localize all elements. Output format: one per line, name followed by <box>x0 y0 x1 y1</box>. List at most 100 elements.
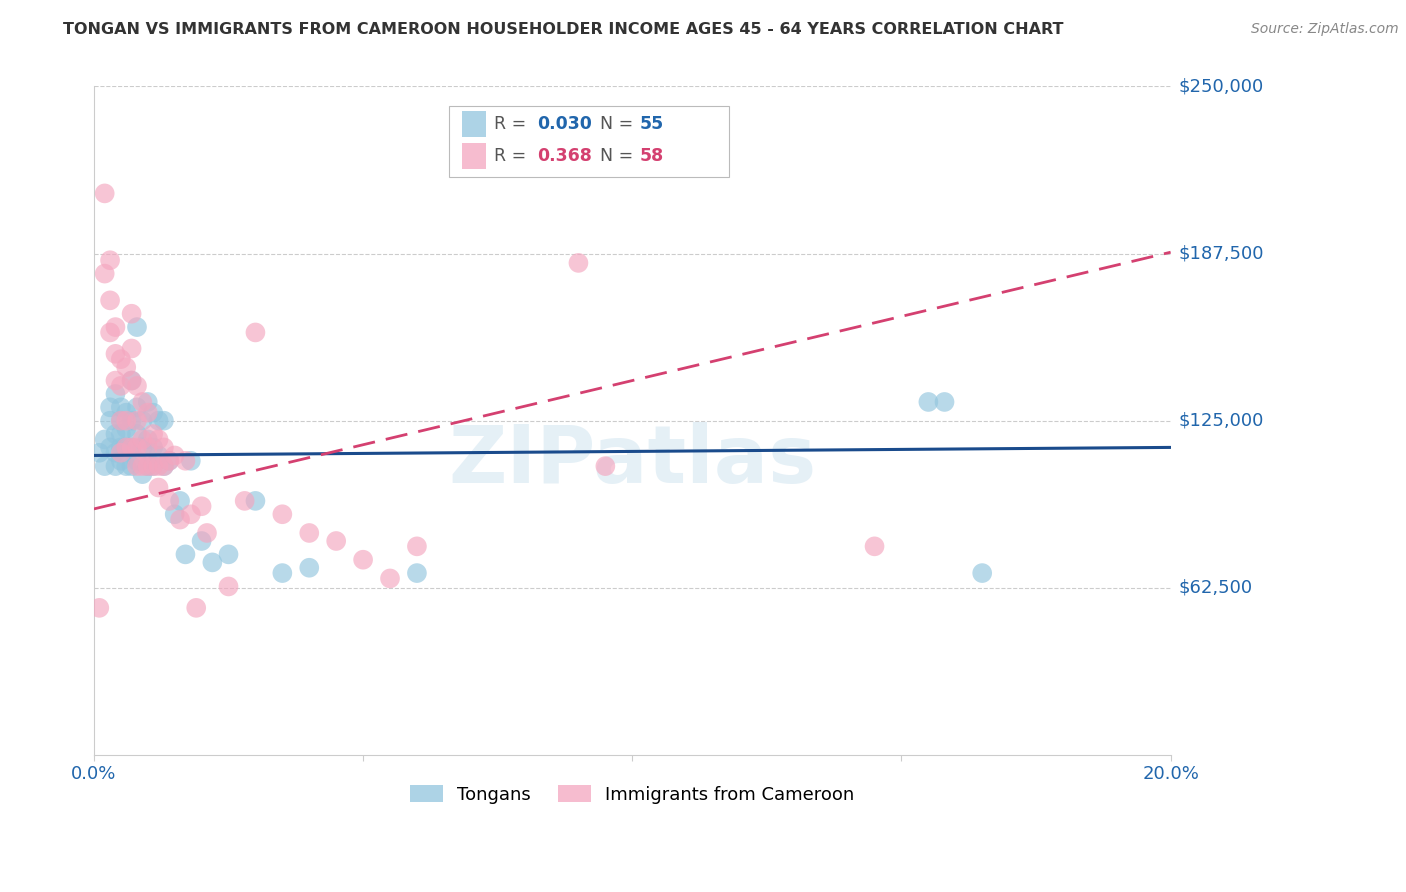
Point <box>115 441 138 455</box>
Point <box>406 566 429 580</box>
Point <box>110 352 132 367</box>
Point <box>136 441 159 455</box>
Point <box>115 406 138 420</box>
Point <box>104 459 127 474</box>
Point <box>98 326 121 340</box>
Point <box>863 539 886 553</box>
Point <box>148 459 170 474</box>
Point <box>169 494 191 508</box>
Text: N =: N = <box>600 147 638 165</box>
Point <box>325 533 347 548</box>
Point <box>142 441 165 455</box>
Point <box>115 422 138 436</box>
Point <box>98 401 121 415</box>
Point <box>245 494 267 508</box>
Text: $62,500: $62,500 <box>1180 579 1253 597</box>
Text: 0.368: 0.368 <box>537 147 592 165</box>
Point <box>174 454 197 468</box>
Point <box>245 326 267 340</box>
Point <box>142 459 165 474</box>
Point <box>148 414 170 428</box>
Point <box>298 560 321 574</box>
Point <box>98 253 121 268</box>
Point <box>125 320 148 334</box>
Point <box>131 459 153 474</box>
Point <box>121 374 143 388</box>
Text: 0.030: 0.030 <box>537 115 592 133</box>
Text: R =: R = <box>495 147 533 165</box>
Point <box>104 387 127 401</box>
Point <box>125 441 148 455</box>
Point <box>157 454 180 468</box>
Point <box>195 526 218 541</box>
Point <box>157 494 180 508</box>
Text: Source: ZipAtlas.com: Source: ZipAtlas.com <box>1251 22 1399 37</box>
Point <box>233 494 256 508</box>
FancyBboxPatch shape <box>463 144 486 169</box>
Point <box>218 547 240 561</box>
Point <box>89 600 111 615</box>
Text: $187,500: $187,500 <box>1180 244 1264 262</box>
Point <box>148 433 170 447</box>
Point <box>125 414 148 428</box>
Text: 58: 58 <box>640 147 664 165</box>
Text: R =: R = <box>495 115 533 133</box>
Point <box>104 427 127 442</box>
Text: ZIPatlas: ZIPatlas <box>449 422 817 500</box>
Point <box>110 427 132 442</box>
Point <box>115 360 138 375</box>
Text: 55: 55 <box>640 115 664 133</box>
Point <box>406 539 429 553</box>
Point <box>142 406 165 420</box>
Point <box>595 459 617 474</box>
Point <box>115 414 138 428</box>
Point <box>131 467 153 482</box>
Point <box>131 433 153 447</box>
Point <box>142 459 165 474</box>
Point <box>169 513 191 527</box>
Point <box>121 459 143 474</box>
Point <box>125 401 148 415</box>
Point <box>136 433 159 447</box>
Point <box>917 395 939 409</box>
Point <box>163 508 186 522</box>
Point <box>190 533 212 548</box>
Point <box>153 459 176 474</box>
Point <box>110 414 132 428</box>
Point <box>131 414 153 428</box>
Point <box>121 441 143 455</box>
Point <box>93 267 115 281</box>
Point <box>98 414 121 428</box>
Point <box>93 459 115 474</box>
Point <box>110 446 132 460</box>
Point <box>148 449 170 463</box>
Point <box>104 374 127 388</box>
Point <box>153 459 176 474</box>
Point <box>972 566 994 580</box>
Text: $125,000: $125,000 <box>1180 412 1264 430</box>
Point <box>125 427 148 442</box>
Point <box>148 481 170 495</box>
Point <box>104 347 127 361</box>
Point <box>121 342 143 356</box>
Point <box>180 508 202 522</box>
Point <box>174 547 197 561</box>
Legend: Tongans, Immigrants from Cameroon: Tongans, Immigrants from Cameroon <box>401 776 863 813</box>
Point <box>142 427 165 442</box>
Point <box>121 307 143 321</box>
Point <box>186 600 208 615</box>
Point <box>93 433 115 447</box>
Point <box>163 449 186 463</box>
Text: N =: N = <box>600 115 638 133</box>
Point <box>115 459 138 474</box>
Point <box>110 401 132 415</box>
Point <box>131 441 153 455</box>
Point <box>271 566 294 580</box>
Point <box>93 186 115 201</box>
Point <box>136 406 159 420</box>
Point <box>153 414 176 428</box>
Point <box>131 395 153 409</box>
Point <box>190 500 212 514</box>
Point <box>271 508 294 522</box>
Point <box>115 441 138 455</box>
